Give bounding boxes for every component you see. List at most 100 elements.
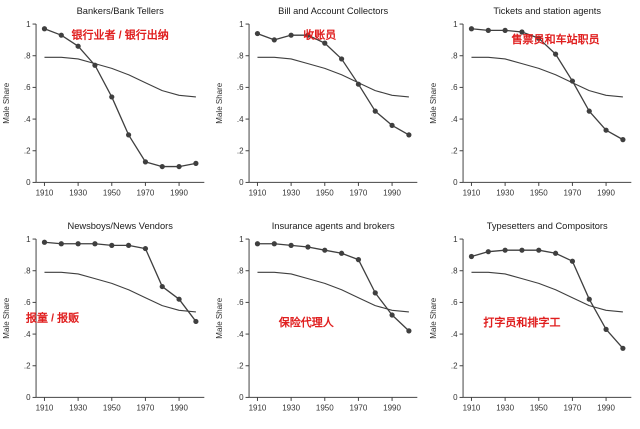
data-point bbox=[518, 29, 525, 35]
data-point bbox=[288, 242, 295, 248]
chart-panel: Tickets and station agents 0 .2 .4 .6 .8 1 Male… bbox=[427, 0, 640, 215]
data-point bbox=[552, 51, 558, 57]
y-tick-label: .8 bbox=[237, 52, 244, 61]
data-point bbox=[619, 137, 626, 143]
x-axis bbox=[462, 396, 631, 401]
x-tick-label: 1970 bbox=[350, 188, 368, 197]
y-tick-label: .6 bbox=[24, 298, 31, 307]
y-axis bbox=[459, 23, 464, 183]
y-axis-label: Male Share bbox=[429, 82, 438, 123]
chart-title: Bill and Account Collectors bbox=[278, 6, 388, 16]
x-tick-label: 1990 bbox=[597, 403, 615, 412]
data-point bbox=[356, 81, 362, 87]
data-points bbox=[255, 240, 412, 333]
annotation-chinese: 银行业者 / 银行出纳 bbox=[72, 27, 169, 41]
y-tick-label: 0 bbox=[26, 178, 31, 187]
y-tick-label: 1 bbox=[26, 234, 31, 243]
chart-panel: Newsboys/News Vendors 0 .2 .4 .6 .8 1 Male Shar… bbox=[0, 215, 213, 429]
chart-plot: Bill and Account Collectors 0 .2 .4 .6 .8 1 Mal… bbox=[215, 6, 418, 197]
data-point bbox=[389, 311, 396, 318]
y-axis-label: Male Share bbox=[215, 297, 224, 338]
data-point bbox=[603, 326, 609, 332]
y-tick-label: .6 bbox=[237, 298, 244, 307]
x-tick-label: 1990 bbox=[384, 403, 402, 412]
y-tick-label: 0 bbox=[239, 178, 244, 187]
y-axis bbox=[245, 23, 250, 183]
data-point bbox=[305, 243, 311, 250]
x-tick-label: 1910 bbox=[36, 403, 54, 412]
data-point bbox=[502, 27, 508, 33]
data-point bbox=[389, 122, 396, 128]
x-tick-label: 1910 bbox=[36, 188, 54, 197]
data-point bbox=[569, 258, 575, 264]
x-tick-label: 1930 bbox=[496, 188, 514, 197]
data-point bbox=[339, 250, 345, 256]
y-tick-label: .8 bbox=[451, 266, 458, 275]
data-point bbox=[75, 240, 81, 246]
data-point bbox=[92, 240, 98, 246]
x-axis bbox=[36, 396, 205, 401]
x-tick-label: 1930 bbox=[69, 403, 87, 412]
occupation-series-line bbox=[257, 32, 410, 136]
y-tick-label: .8 bbox=[451, 52, 458, 61]
data-point bbox=[485, 248, 491, 254]
aggregate-series-line bbox=[257, 56, 410, 98]
data-point bbox=[586, 296, 592, 302]
annotation-chinese: 售票员和车站职员 bbox=[511, 32, 599, 46]
x-axis bbox=[249, 396, 418, 401]
y-axis-label: Male Share bbox=[2, 297, 11, 338]
y-tick-label: .6 bbox=[451, 83, 458, 92]
x-tick-label: 1970 bbox=[137, 188, 155, 197]
y-tick-label: .2 bbox=[451, 147, 458, 156]
data-point bbox=[272, 37, 278, 43]
data-points bbox=[468, 247, 626, 351]
chart-title: Bankers/Bank Tellers bbox=[77, 6, 164, 16]
data-point bbox=[468, 253, 474, 259]
data-point bbox=[485, 27, 491, 33]
y-tick-label: .4 bbox=[24, 115, 31, 124]
data-point bbox=[159, 283, 165, 289]
x-tick-label: 1910 bbox=[462, 403, 480, 412]
x-tick-label: 1990 bbox=[597, 188, 615, 197]
data-point bbox=[586, 108, 592, 114]
y-axis bbox=[245, 238, 250, 398]
annotation-chinese: 打字员和排字工 bbox=[483, 315, 560, 329]
annotation-chinese: 报童 / 报贩 bbox=[26, 310, 80, 324]
x-tick-label: 1970 bbox=[350, 403, 368, 412]
x-tick-label: 1910 bbox=[249, 188, 267, 197]
data-points bbox=[255, 30, 412, 138]
y-axis bbox=[459, 238, 464, 398]
chart-title: Tickets and station agents bbox=[493, 6, 601, 16]
data-point bbox=[255, 240, 261, 246]
x-tick-label: 1990 bbox=[170, 188, 188, 197]
data-point bbox=[41, 239, 48, 245]
x-tick-label: 1970 bbox=[563, 403, 581, 412]
x-tick-label: 1950 bbox=[316, 403, 334, 412]
x-tick-label: 1950 bbox=[103, 403, 121, 412]
occupation-series-line bbox=[44, 241, 197, 322]
x-tick-label: 1930 bbox=[283, 403, 301, 412]
data-point bbox=[125, 132, 132, 138]
y-axis-label: Male Share bbox=[429, 297, 438, 338]
data-point bbox=[619, 345, 626, 351]
data-point bbox=[535, 247, 542, 253]
y-tick-label: .2 bbox=[451, 361, 458, 370]
y-tick-label: .8 bbox=[237, 266, 244, 275]
y-tick-label: .2 bbox=[24, 361, 31, 370]
data-point bbox=[142, 245, 149, 251]
y-tick-label: .8 bbox=[24, 52, 31, 61]
y-tick-label: 0 bbox=[26, 393, 31, 402]
x-tick-label: 1910 bbox=[249, 403, 267, 412]
data-point bbox=[356, 256, 362, 262]
aggregate-series-line bbox=[257, 271, 410, 312]
y-tick-label: 1 bbox=[453, 20, 458, 29]
y-axis-label: Male Share bbox=[2, 82, 11, 123]
chart-plot: Tickets and station agents 0 .2 .4 .6 .8 1 Male… bbox=[429, 6, 631, 197]
y-tick-label: 1 bbox=[239, 20, 244, 29]
data-point bbox=[322, 40, 328, 46]
data-point bbox=[255, 30, 261, 37]
chart-title: Insurance agents and brokers bbox=[272, 221, 395, 231]
y-tick-label: .4 bbox=[451, 115, 458, 124]
y-tick-label: 0 bbox=[453, 178, 458, 187]
x-axis bbox=[249, 181, 418, 186]
